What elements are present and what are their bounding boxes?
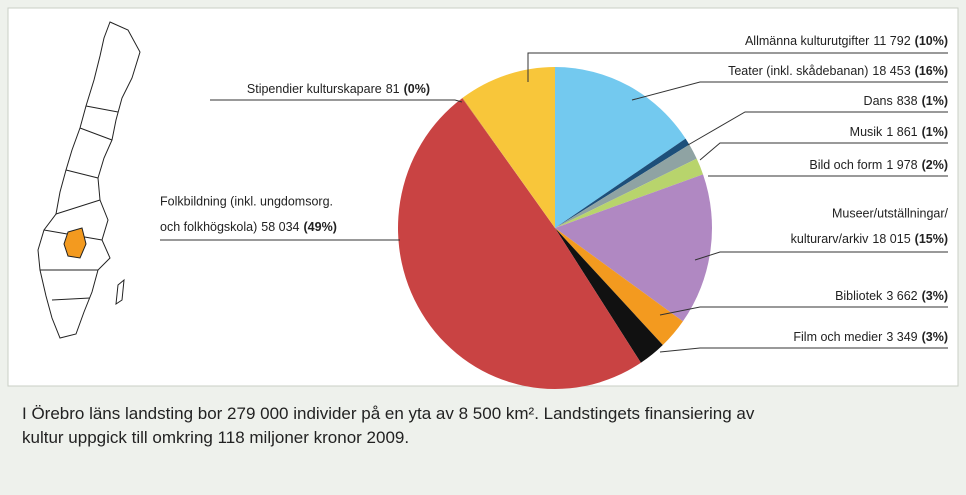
slice-label: kulturarv/arkiv 18 015 (15%) [791,232,948,246]
value-label: 18 453 [872,64,910,78]
category-name: Dans [864,94,893,108]
category-name: Musik [850,125,883,139]
percent-label: (3%) [922,330,948,344]
percent-label: (10%) [915,34,948,48]
category-name: Teater (inkl. skådebanan) [728,64,868,78]
map [37,21,141,339]
caption-line: I Örebro läns landsting bor 279 000 indi… [22,404,755,423]
slice-label: Film och medier 3 349 (3%) [793,330,948,344]
percent-label: (49%) [304,220,337,234]
pie-slice [555,228,663,363]
pie-slice [462,97,555,228]
pie-slice [555,138,690,228]
value-label: 1 861 [886,125,917,139]
leader-line [631,81,948,101]
slice-label: Teater (inkl. skådebanan) 18 453 (16%) [728,64,948,78]
category-name: Bibliotek [835,289,883,303]
percent-label: (1%) [922,94,948,108]
category-name: och folkhögskola) [160,220,257,234]
value-label: 11 792 [873,34,910,48]
slice-label: Bibliotek 3 662 (3%) [835,289,948,303]
value-label: 18 015 [872,232,910,246]
pie-slice [555,228,683,346]
category-name: Film och medier [793,330,882,344]
leader-line [527,52,948,82]
slice-label: Musik 1 861 (1%) [850,125,948,139]
percent-label: (3%) [922,289,948,303]
value-label: 3 662 [886,289,917,303]
pie-slice [462,67,555,228]
slice-label: Bild och form 1 978 (2%) [809,158,948,172]
category-name: Stipendier kulturskapare [247,82,382,96]
value-label: 838 [897,94,918,108]
leader-line [659,347,948,353]
leader-line [659,306,948,316]
slice-label: Stipendier kulturskapare 81 (0%) [247,82,430,96]
chart: Allmänna kulturutgifter 11 792 (10%) Teater… [7,7,959,390]
leader-line [687,111,948,146]
leader-line [699,142,948,161]
slice-label: Folkbildning (inkl. ungdomsorg. [160,194,333,208]
value-label: 81 [386,82,400,96]
pie-slice [555,67,686,228]
pie-slice [555,144,697,228]
percent-label: (0%) [404,82,430,96]
percent-label: (1%) [922,125,948,139]
slice-label: och folkhögskola) 58 034 (49%) [160,220,337,234]
slice-label: Museer/utställningar/ [832,206,949,220]
percent-label: (16%) [915,64,948,78]
leader-line [210,99,463,103]
pie-slice [397,98,641,390]
slice-label: Allmänna kulturutgifter 11 792 (10%) [745,34,948,48]
category-name: kulturarv/arkiv [791,232,870,246]
percent-label: (15%) [915,232,948,246]
pie-slice [555,158,704,228]
pie-slice [555,174,712,322]
value-label: 58 034 [261,220,299,234]
category-name: Bild och form [809,158,882,172]
leader-line [694,251,948,261]
caption-line: kultur uppgick till omkring 118 miljoner… [22,428,410,447]
category-name: Allmänna kulturutgifter [745,34,869,48]
caption: I Örebro läns landsting bor 279 000 indi… [22,402,952,450]
percent-label: (2%) [922,158,948,172]
slice-label: Dans 838 (1%) [864,94,948,108]
value-label: 1 978 [886,158,917,172]
value-label: 3 349 [886,330,917,344]
